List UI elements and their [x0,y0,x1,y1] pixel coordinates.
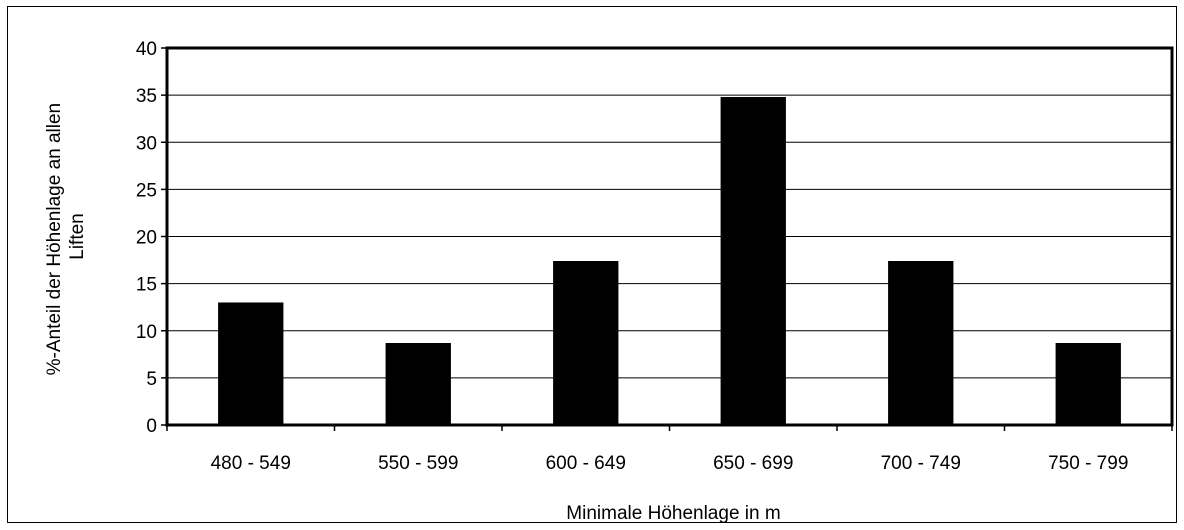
y-axis-title-line-1: %-Anteil der Höhenlage an allen [44,103,65,376]
bar [553,261,619,425]
x-axis-ticks: 480 - 549 550 - 599 600 - 649 650 - 699 700 … [166,425,1173,474]
y-tick-label: 35 [136,86,157,107]
y-tick-label: 20 [136,228,157,249]
y-tick-label: 25 [136,180,157,201]
gridlines [167,94,1172,379]
x-category-label: 750 - 799 [1048,453,1128,474]
bar [888,261,954,425]
bar [1055,343,1121,425]
y-tick-label: 5 [146,369,157,390]
y-axis-title: %-Anteil der Höhenlage an allen Liften [44,98,88,376]
bars [218,97,1121,425]
y-tick-label: 30 [136,133,157,154]
y-tick-label: 10 [136,322,157,343]
x-axis-title: Minimale Höhenlage in m [566,503,780,524]
y-axis-title-line-2: Liften [67,213,88,259]
x-category-label: 480 - 549 [211,453,291,474]
y-tick-label: 15 [136,275,157,296]
bar [385,343,451,425]
y-tick-label: 0 [146,416,157,437]
x-category-label: 550 - 599 [378,453,458,474]
x-category-label: 700 - 749 [881,453,961,474]
x-category-label: 600 - 649 [546,453,626,474]
bar [218,302,284,425]
y-axis-ticks: 0 5 10 15 20 25 30 35 40 [136,39,167,437]
y-tick-label: 40 [136,39,157,60]
bar [720,97,786,425]
x-category-label: 650 - 699 [713,453,793,474]
